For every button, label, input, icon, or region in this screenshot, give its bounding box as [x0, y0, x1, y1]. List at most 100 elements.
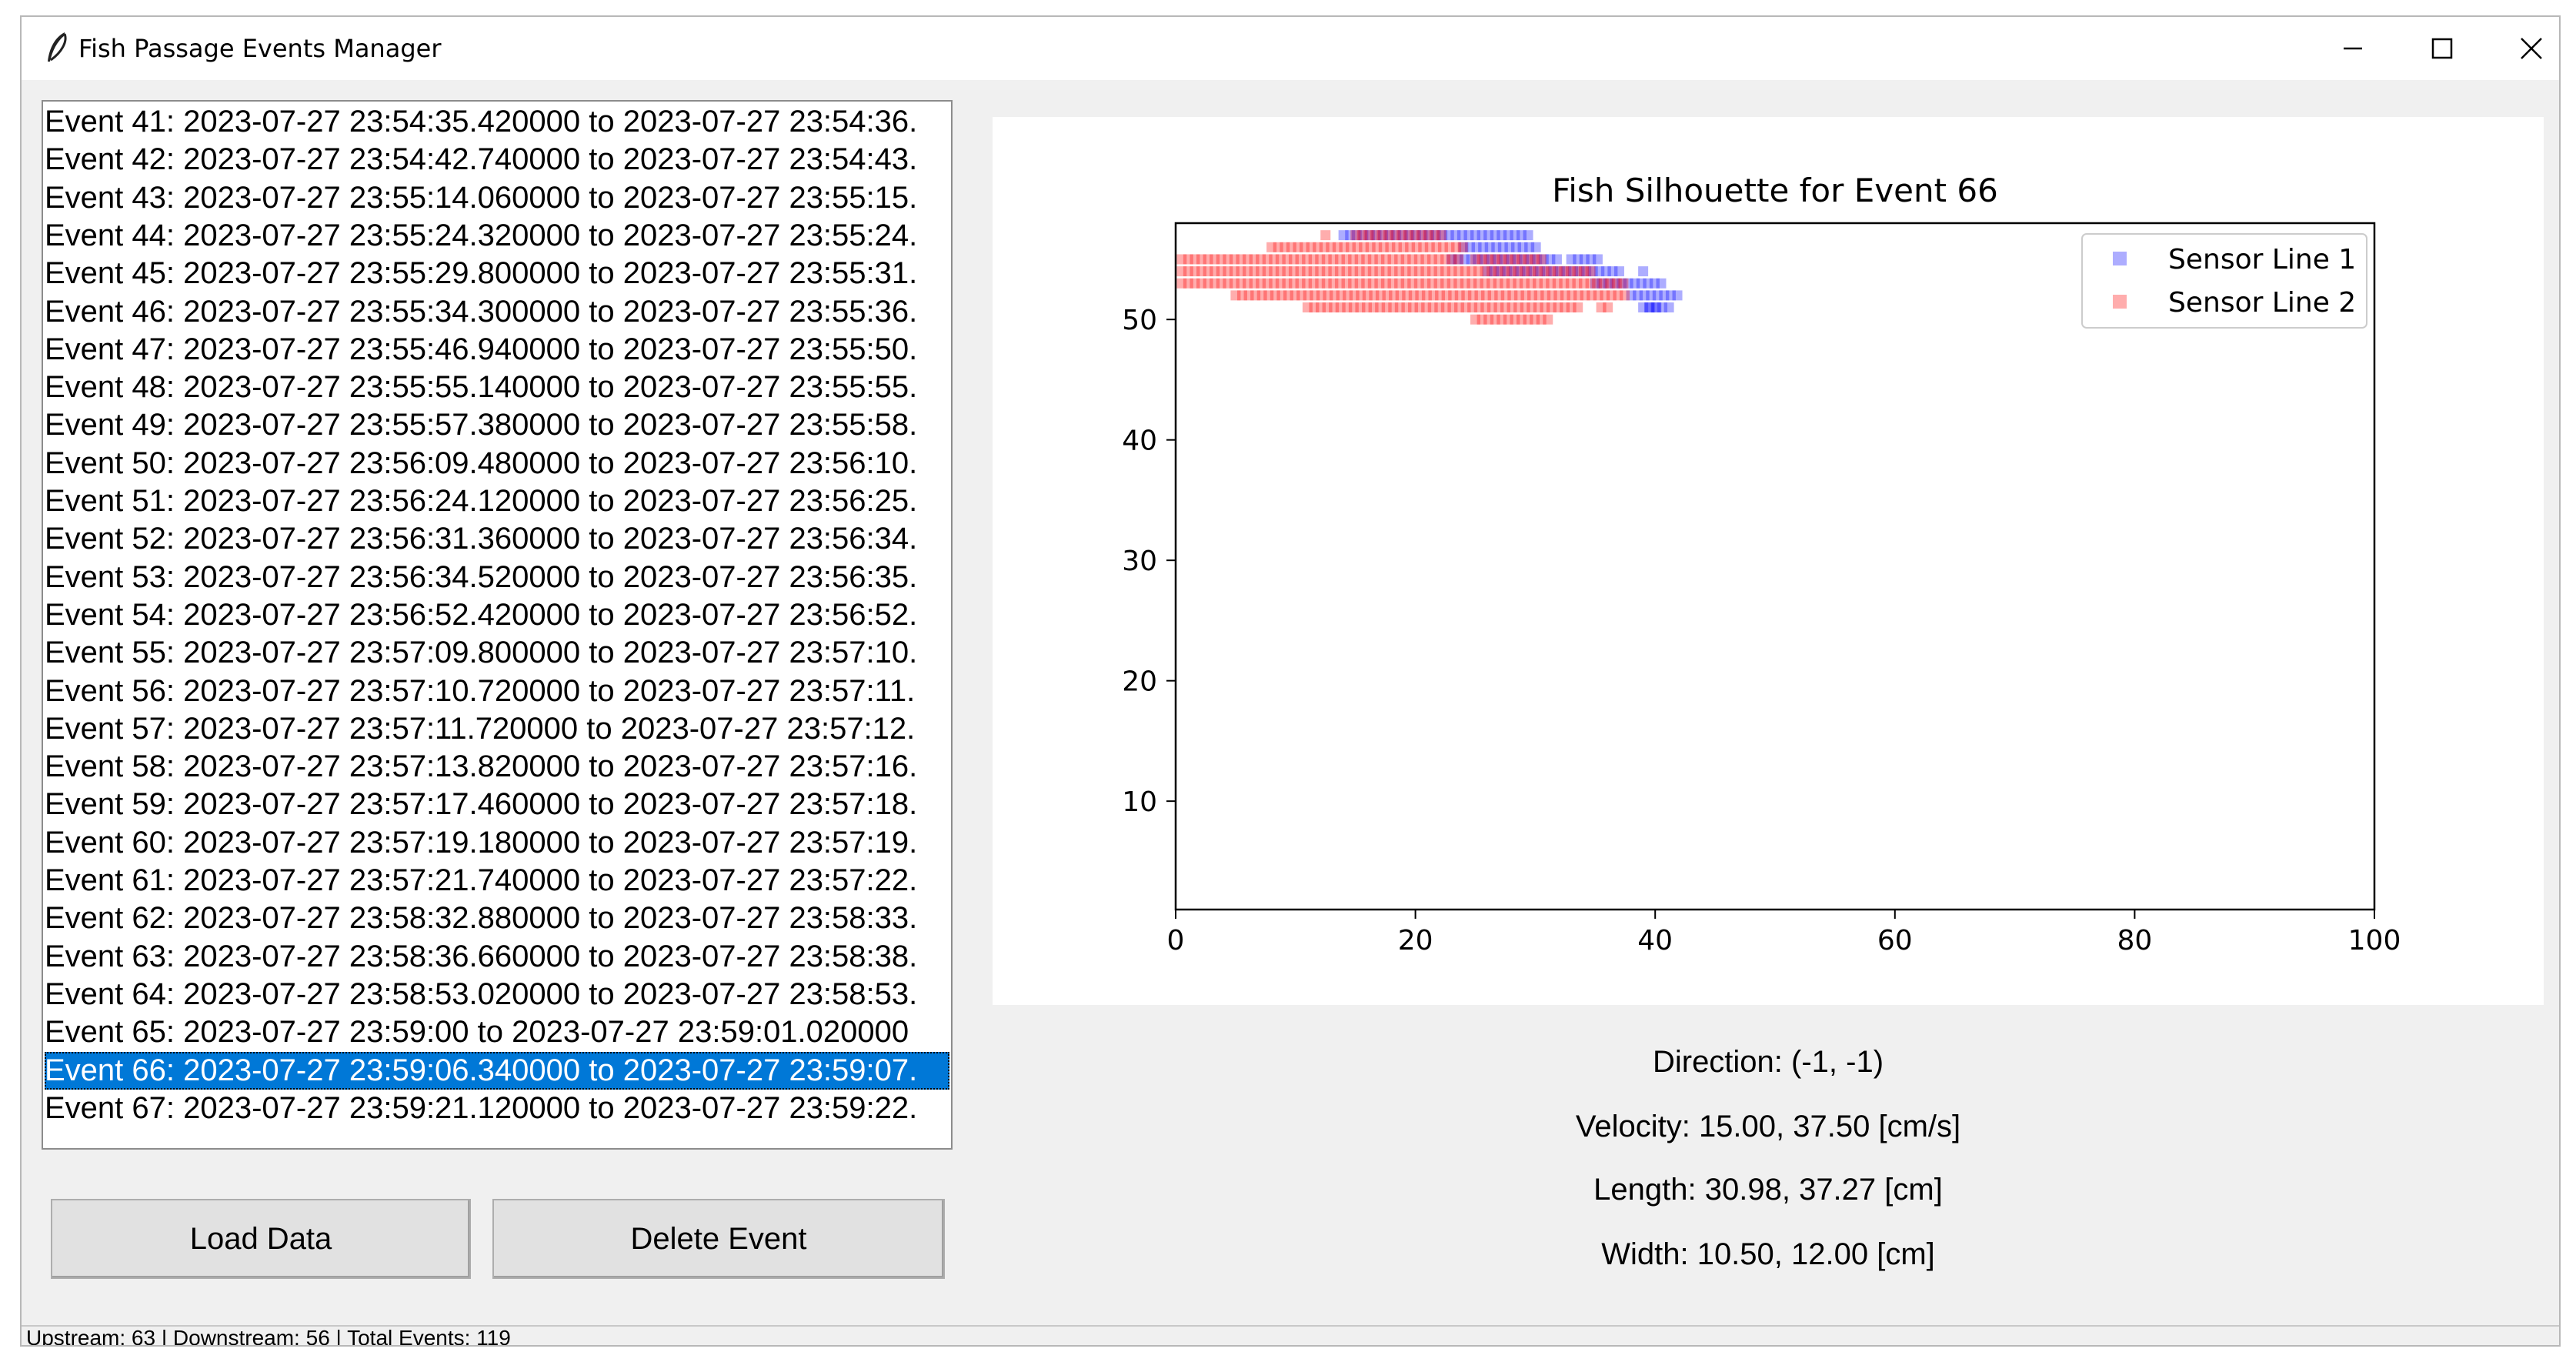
data-point-sensor-2 [1380, 266, 1391, 277]
list-item[interactable]: Event 43: 2023-07-27 23:55:14.060000 to … [45, 180, 918, 215]
list-item[interactable]: Event 56: 2023-07-27 23:57:10.720000 to … [45, 673, 916, 708]
list-item[interactable]: Event 64: 2023-07-27 23:58:53.020000 to … [45, 976, 918, 1011]
data-point-sensor-2 [1533, 266, 1543, 277]
data-point-sensor-2 [1387, 278, 1398, 289]
list-item[interactable]: Event 51: 2023-07-27 23:56:24.120000 to … [45, 484, 918, 518]
data-point-sensor-2 [1236, 278, 1246, 289]
data-point-sensor-1 [1525, 254, 1536, 265]
data-point-sensor-2 [1370, 230, 1380, 241]
list-item[interactable]: Event 62: 2023-07-27 23:58:32.880000 to … [45, 901, 918, 936]
data-point-sensor-2 [1203, 278, 1213, 289]
data-point-sensor-1 [1659, 290, 1670, 301]
data-point-sensor-2 [1334, 266, 1345, 277]
load-data-button[interactable]: Load Data [51, 1199, 471, 1279]
data-point-sensor-2 [1400, 266, 1411, 277]
list-item[interactable]: Event 53: 2023-07-27 23:56:34.520000 to … [45, 559, 918, 594]
list-item[interactable]: Event 60: 2023-07-27 23:57:19.180000 to … [45, 825, 918, 860]
delete-event-button[interactable]: Delete Event [492, 1199, 945, 1279]
data-point-sensor-2 [1430, 230, 1440, 241]
list-item[interactable]: Event 59: 2023-07-27 23:57:17.460000 to … [45, 787, 918, 822]
data-point-sensor-1 [1567, 266, 1578, 277]
data-point-sensor-2 [1341, 254, 1352, 265]
list-item[interactable]: Event 55: 2023-07-27 23:57:09.800000 to … [45, 636, 918, 670]
data-point-sensor-2 [1460, 302, 1471, 313]
list-item[interactable]: Event 58: 2023-07-27 23:57:13.820000 to … [45, 749, 918, 784]
data-point-sensor-2 [1378, 242, 1389, 252]
data-point-sensor-2 [1315, 254, 1326, 265]
data-point-sensor-2 [1410, 230, 1420, 241]
data-point-sensor-2 [1306, 242, 1316, 252]
data-point-sensor-1 [1484, 242, 1495, 252]
data-point-sensor-1 [1646, 290, 1657, 301]
data-point-sensor-2 [1446, 278, 1457, 289]
data-point-sensor-2 [1374, 278, 1385, 289]
data-point-sensor-1 [1404, 230, 1415, 241]
data-point-sensor-1 [1497, 242, 1508, 252]
data-point-sensor-2 [1326, 242, 1336, 252]
list-item[interactable]: Event 52: 2023-07-27 23:56:31.360000 to … [45, 522, 918, 556]
data-point-sensor-2 [1355, 302, 1366, 313]
data-point-sensor-1 [1636, 278, 1647, 289]
chart-title: Fish Silhouette for Event 66 [1552, 172, 1998, 209]
list-item[interactable]: Event 54: 2023-07-27 23:56:52.420000 to … [45, 597, 918, 632]
list-item[interactable]: Event 44: 2023-07-27 23:55:24.320000 to … [45, 218, 918, 252]
list-item[interactable]: Event 57: 2023-07-27 23:57:11.720000 to … [45, 711, 916, 746]
data-point-sensor-2 [1520, 290, 1531, 301]
data-point-sensor-2 [1506, 278, 1517, 289]
data-point-sensor-1 [1446, 254, 1457, 265]
list-item[interactable]: Event 41: 2023-07-27 23:54:35.420000 to … [45, 105, 918, 139]
list-item[interactable]: Event 61: 2023-07-27 23:57:21.740000 to … [45, 863, 918, 897]
data-point-sensor-1 [1551, 254, 1562, 265]
data-point-sensor-2 [1359, 242, 1370, 252]
data-point-sensor-1 [1587, 266, 1598, 277]
data-point-sensor-2 [1394, 302, 1405, 313]
list-item[interactable]: Event 45: 2023-07-27 23:55:29.800000 to … [45, 256, 918, 291]
data-point-sensor-2 [1427, 302, 1438, 313]
close-button[interactable] [2487, 17, 2559, 80]
list-item[interactable]: Event 65: 2023-07-27 23:59:00 to 2023-07… [45, 1015, 909, 1050]
data-point-sensor-2 [1454, 290, 1465, 301]
list-item[interactable]: Event 49: 2023-07-27 23:55:57.380000 to … [45, 408, 918, 442]
data-point-sensor-2 [1483, 314, 1494, 325]
data-point-sensor-1 [1656, 278, 1667, 289]
data-point-sensor-2 [1332, 242, 1343, 252]
list-item[interactable]: Event 50: 2023-07-27 23:56:09.480000 to … [45, 446, 918, 480]
data-point-sensor-2 [1520, 302, 1530, 313]
data-point-sensor-2 [1295, 254, 1306, 265]
data-point-sensor-2 [1573, 302, 1583, 313]
data-point-sensor-2 [1343, 290, 1353, 301]
data-point-sensor-2 [1530, 314, 1540, 325]
data-point-sensor-2 [1440, 266, 1451, 277]
data-point-sensor-1 [1397, 230, 1408, 241]
data-point-sensor-2 [1288, 266, 1299, 277]
data-point-sensor-1 [1638, 302, 1649, 313]
list-item[interactable]: Event 42: 2023-07-27 23:54:42.740000 to … [45, 142, 918, 177]
list-item[interactable]: Event 63: 2023-07-27 23:58:36.660000 to … [45, 939, 918, 973]
list-item[interactable]: Event 48: 2023-07-27 23:55:55.140000 to … [45, 370, 918, 405]
data-point-sensor-2 [1434, 302, 1445, 313]
data-point-sensor-2 [1336, 290, 1346, 301]
data-point-sensor-2 [1420, 266, 1431, 277]
data-point-sensor-2 [1256, 254, 1266, 265]
data-point-sensor-2 [1365, 242, 1376, 252]
plot-frame [1174, 222, 2376, 911]
list-item[interactable]: Event 67: 2023-07-27 23:59:21.120000 to … [45, 1090, 918, 1125]
maximize-button[interactable] [2397, 17, 2487, 80]
data-point-sensor-1 [1657, 302, 1668, 313]
data-point-sensor-2 [1216, 266, 1226, 277]
data-point-sensor-2 [1533, 302, 1543, 313]
minimize-button[interactable] [2308, 17, 2397, 80]
list-item[interactable]: Event 47: 2023-07-27 23:55:46.940000 to … [45, 332, 918, 366]
data-point-sensor-2 [1256, 266, 1266, 277]
list-item-selected[interactable]: Event 66: 2023-07-27 23:59:06.340000 to … [45, 1051, 949, 1090]
data-point-sensor-2 [1273, 242, 1283, 252]
data-point-sensor-2 [1519, 266, 1530, 277]
data-point-sensor-2 [1176, 278, 1187, 289]
y-tick-label: 50 [1122, 305, 1157, 336]
data-point-sensor-2 [1460, 278, 1470, 289]
data-point-sensor-2 [1388, 302, 1399, 313]
list-item[interactable]: Event 46: 2023-07-27 23:55:34.300000 to … [45, 294, 918, 329]
data-point-sensor-2 [1619, 290, 1630, 301]
event-listbox[interactable]: Event 41: 2023-07-27 23:54:35.420000 to … [42, 100, 953, 1150]
data-point-sensor-2 [1424, 242, 1435, 252]
